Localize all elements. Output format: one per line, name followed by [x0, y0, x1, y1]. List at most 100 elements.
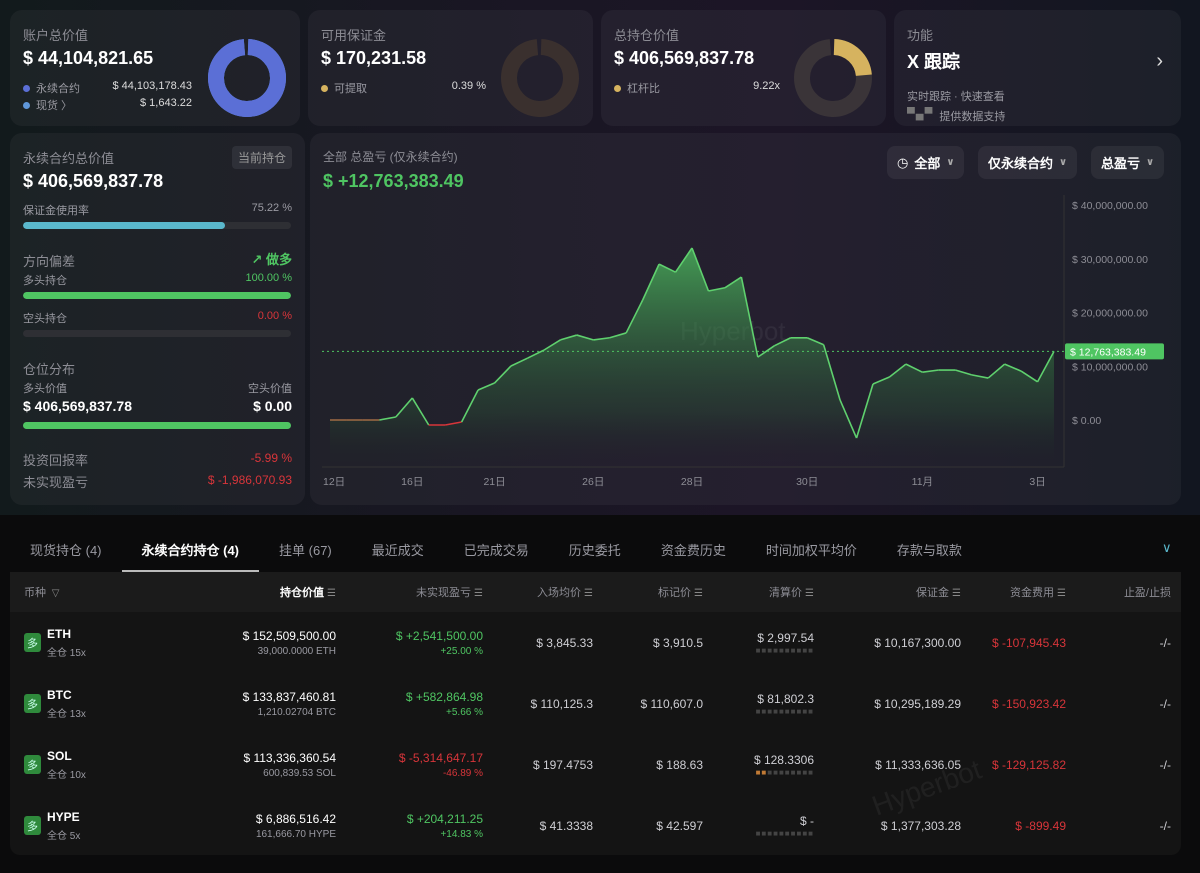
perp-total-value: $ 406,569,837.78	[23, 171, 164, 191]
table-row[interactable]: 多 HYPE 全仓 5x $ 6,886,516.42 161,666.70 HYPE $…	[10, 795, 1181, 856]
table-row[interactable]: 多 BTC 全仓 13x $ 133,837,460.81 1,210.02704 BT…	[10, 673, 1181, 734]
perp-summary-panel: 永续合约总价值 当前持仓 $ 406,569,837.78 保证金使用率 75.…	[10, 133, 305, 505]
column-header[interactable]: 保证金 ☰	[814, 584, 961, 600]
legend-dot	[321, 84, 328, 92]
column-label: 持仓价值	[280, 587, 325, 599]
x-tick-label: 3日	[1029, 476, 1045, 488]
coin-name[interactable]: BTC	[47, 687, 72, 702]
coin-name[interactable]: ETH	[47, 626, 71, 641]
sort-icon[interactable]: ☰	[474, 588, 483, 599]
column-header[interactable]: 币种 ▽	[24, 584, 214, 600]
sort-icon[interactable]: ☰	[327, 588, 336, 599]
tab[interactable]: 最近成交	[371, 543, 424, 558]
collapse-chevron-icon[interactable]: ∨	[1162, 540, 1172, 555]
pnl-line-segment	[395, 397, 413, 418]
coin-name[interactable]: HYPE	[47, 809, 80, 824]
column-header[interactable]: 止盈/止损	[1066, 584, 1171, 600]
y-tick-label: $ 0.00	[1072, 415, 1101, 427]
column-label: 入场均价	[537, 587, 582, 599]
tab[interactable]: 存款与取款	[896, 543, 962, 558]
tab[interactable]: 资金费历史	[660, 543, 726, 558]
tp-sl[interactable]: -/-	[1159, 696, 1171, 711]
scope-dropdown[interactable]: 仅永续合约 ∨	[978, 146, 1078, 179]
pnl-line-segment	[724, 276, 742, 289]
upnl-value: $ -1,986,070.93	[207, 473, 292, 487]
entry-price: $ 197.4753	[532, 757, 593, 772]
range-dropdown[interactable]: ◷ 全部 ∨	[887, 146, 965, 179]
pnl-line-segment	[493, 365, 512, 384]
entry-price: $ 3,845.33	[536, 635, 593, 650]
column-header[interactable]: 入场均价 ☰	[483, 584, 593, 600]
perp-total-label: 永续合约总价值	[23, 151, 115, 166]
upnl-percent: +5.66 %	[446, 706, 483, 718]
pnl-line-segment	[641, 263, 660, 301]
margin-value: $ 11,333,636.05	[875, 757, 961, 772]
feature-card[interactable]: 功能 X 跟踪 实时跟踪 · 快速查看 ▀▄▀ 提供数据支持 ›	[894, 10, 1181, 126]
distribution-bar	[23, 422, 291, 429]
margin-mode: 全仓 10x	[47, 769, 86, 781]
y-tick-label: $ 10,000,000.00	[1072, 361, 1148, 373]
pnl-line-segment	[445, 421, 462, 426]
current-positions-tag[interactable]: 当前持仓	[231, 146, 292, 169]
column-label: 标记价	[658, 587, 692, 599]
x-tick-label: 12日	[323, 476, 345, 488]
column-header[interactable]: 资金费用 ☰	[961, 584, 1066, 600]
x-tick-label: 21日	[483, 476, 505, 488]
tp-sl[interactable]: -/-	[1159, 757, 1171, 772]
mark-price: $ 110,607.0	[640, 696, 703, 711]
trend-up-icon: ↗	[251, 252, 263, 267]
table-row[interactable]: 多 SOL 全仓 10x $ 113,336,360.54 600,839.53 SOL…	[10, 734, 1181, 795]
column-label: 资金费用	[1010, 587, 1055, 599]
feature-title: 功能	[907, 28, 934, 43]
tab[interactable]: 现货持仓 (4)	[30, 543, 102, 558]
pnl-chart[interactable]: Hyperbot $ 12,763,383.49$ 40,000,000.00$…	[0, 0, 1200, 515]
tp-sl[interactable]: -/-	[1159, 818, 1171, 833]
liquidation-price: $ 2,997.54	[757, 630, 814, 645]
tab[interactable]: 时间加权平均价	[765, 543, 857, 558]
item-label: 可提取	[334, 83, 367, 95]
column-header[interactable]: 标记价 ☰	[593, 584, 703, 600]
tab[interactable]: 已完成交易	[463, 543, 529, 558]
item-value: 0.39 %	[451, 80, 486, 92]
table-row[interactable]: 多 ETH 全仓 15x $ 152,509,500.00 39,000.0000 ET…	[10, 612, 1181, 673]
column-header[interactable]: 清算价 ☰	[703, 584, 814, 600]
position-size: 600,839.53 SOL	[263, 767, 336, 779]
card-item[interactable]: 现货 〉	[23, 97, 72, 113]
coin-name[interactable]: SOL	[47, 748, 72, 763]
tab[interactable]: 历史委托	[568, 543, 621, 558]
upnl-value: $ +204,211.25	[406, 811, 483, 826]
sort-icon[interactable]: ☰	[1057, 588, 1066, 599]
x-tick-label: 26日	[582, 476, 604, 488]
metric-label: 总盈亏	[1101, 156, 1141, 171]
tab[interactable]: 挂单 (67)	[279, 543, 332, 558]
sort-icon[interactable]: ☰	[584, 588, 593, 599]
chevron-right-icon[interactable]: ›	[1156, 50, 1163, 72]
feature-name: X 跟踪	[907, 52, 961, 72]
tab[interactable]: 永续合约持仓 (4)	[121, 530, 260, 572]
upnl-percent: +25.00 %	[440, 645, 483, 657]
sort-icon[interactable]: ☰	[694, 588, 703, 599]
donut-chart	[208, 38, 286, 117]
pnl-line-segment	[674, 247, 693, 273]
long-badge: 多	[24, 633, 41, 652]
pnl-line-segment	[987, 363, 1006, 379]
sort-icon[interactable]: ☰	[952, 588, 961, 599]
roi-value: -5.99 %	[250, 451, 292, 465]
chart-total-pnl: $ +12,763,383.49	[323, 171, 464, 191]
long-total: $ 406,569,837.78	[23, 398, 132, 414]
mark-price: $ 188.63	[656, 757, 703, 772]
metric-dropdown[interactable]: 总盈亏 ∨	[1091, 146, 1165, 179]
bbx-logo: ▀▄▀	[907, 108, 934, 120]
margin-value: $ 10,295,189.29	[874, 696, 961, 711]
filter-icon[interactable]: ▽	[49, 588, 60, 599]
tp-sl[interactable]: -/-	[1159, 635, 1171, 650]
short-label: 空头持仓	[23, 313, 67, 325]
pnl-line-segment	[658, 263, 676, 273]
sort-icon[interactable]: ☰	[805, 588, 814, 599]
column-header[interactable]: 未实现盈亏 ☰	[336, 584, 483, 600]
funding-fee: $ -129,125.82	[991, 757, 1066, 772]
column-header[interactable]: 持仓价值 ☰	[214, 584, 336, 600]
liquidation-risk-meter: ■■■■■■■■■■	[755, 828, 814, 838]
margin-usage-bar	[23, 222, 291, 229]
liquidation-cell: $ - ■■■■■■■■■■	[703, 814, 814, 838]
